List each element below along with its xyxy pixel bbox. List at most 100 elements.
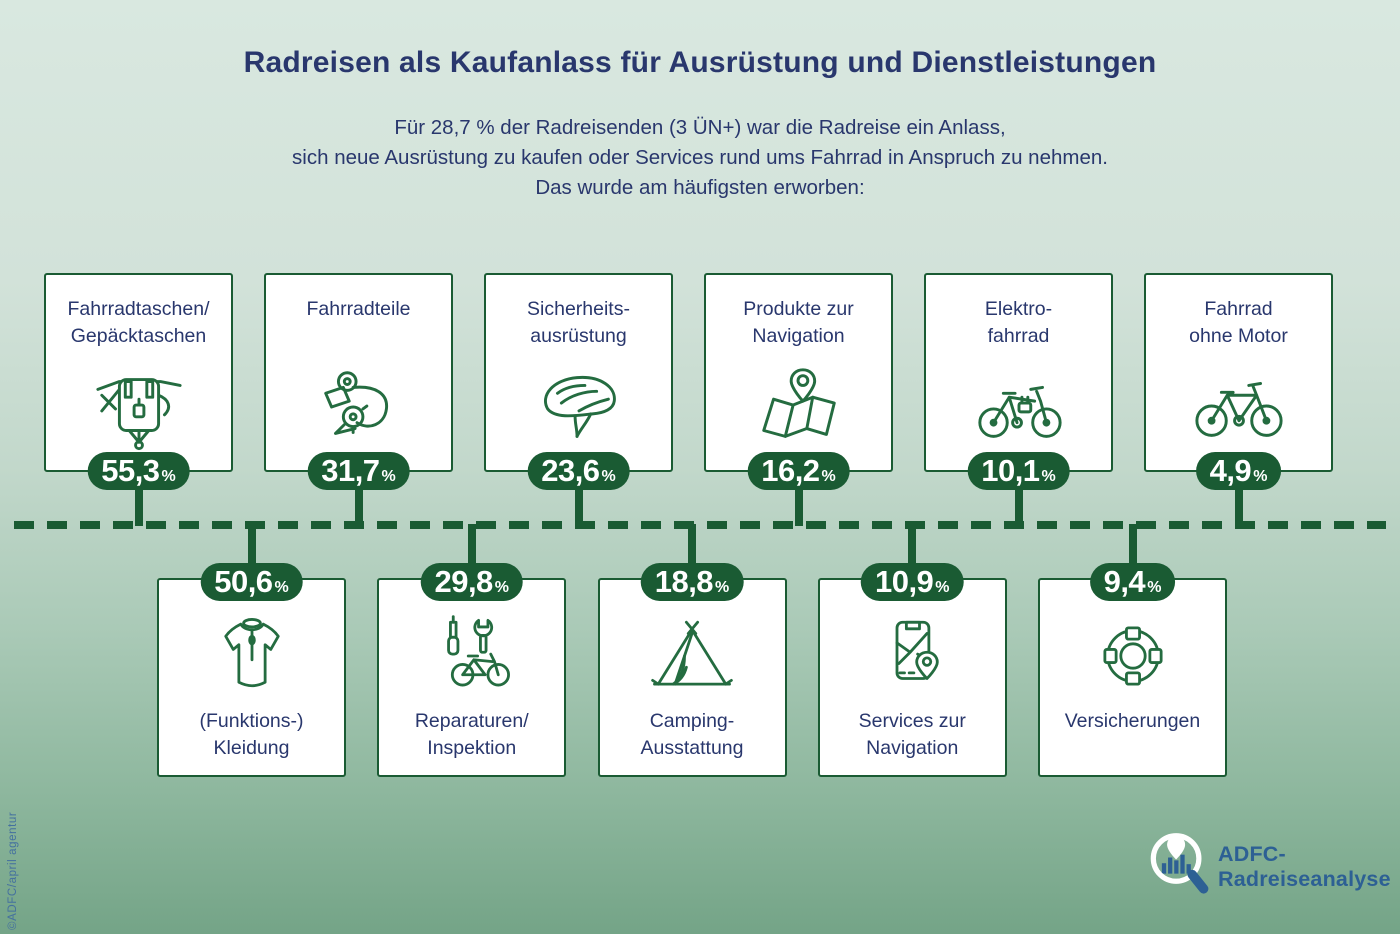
category-card-navigation-services: 10,9% Services zur Navigation	[817, 524, 1007, 777]
subtitle: Für 28,7 % der Radreisenden (3 ÜN+) war …	[0, 113, 1400, 203]
category-label-line: (Funktions-)	[199, 710, 304, 732]
adfc-radreiseanalyse-logo: ADFC-Radreiseanalyse	[1145, 830, 1400, 904]
category-label-line: Inspektion	[427, 737, 517, 759]
category-card-camping: 18,8% Camping- Ausstattung	[597, 524, 787, 777]
percentage-badge: 9,4%	[1089, 563, 1176, 601]
category-label-line: Fahrrad	[1204, 298, 1273, 320]
category-label: Produkte zur Navigation	[706, 275, 891, 350]
top-category-row: Fahrradtaschen/ Gepäcktaschen	[44, 273, 1333, 526]
category-label: Fahrradtaschen/ Gepäcktaschen	[46, 275, 231, 350]
tent-icon	[600, 602, 785, 710]
magnifier-chart-icon	[1145, 830, 1211, 904]
percentage-value: 10,1	[981, 453, 1040, 488]
subtitle-line: Das wurde am häufigsten erworben:	[535, 176, 865, 199]
category-card-fahrradteile: Fahrradteile 31,7%	[264, 273, 453, 526]
connector-line	[134, 470, 143, 526]
connector-line	[1014, 470, 1023, 526]
dashed-divider-line	[14, 521, 1386, 529]
subtitle-line: sich neue Ausrüstung zu kaufen oder Serv…	[292, 146, 1108, 169]
jersey-icon	[159, 602, 344, 710]
category-label-line: Navigation	[866, 737, 959, 759]
category-card-kleidung: 50,6% (Funktions-) Kleidung	[157, 524, 346, 777]
phone-navigation-icon	[820, 602, 1005, 710]
percentage-badge: 55,3%	[87, 452, 190, 490]
category-label: Elektro- fahrrad	[926, 275, 1111, 350]
category-card-elektrofahrrad: Elektro- fahrrad 10,1%	[924, 273, 1113, 526]
category-label-line: Kleidung	[213, 737, 290, 759]
copyright-credit: ©ADFC/april agentur	[7, 811, 19, 930]
derailleur-icon	[266, 354, 451, 460]
category-label-line: Fahrradtaschen/	[67, 298, 210, 320]
category-label-line: Camping-	[649, 710, 735, 732]
percent-sign: %	[935, 579, 950, 596]
connector-line	[247, 524, 256, 580]
percent-sign: %	[601, 468, 616, 485]
percent-sign: %	[1147, 579, 1162, 596]
percentage-value: 4,9	[1209, 453, 1252, 488]
category-label-line	[266, 323, 451, 350]
percent-sign: %	[715, 579, 730, 596]
category-label: Services zur Navigation	[820, 708, 1005, 762]
category-card-fahrrad-ohne-motor: Fahrrad ohne Motor 4,9%	[1144, 273, 1333, 526]
connector-line	[688, 524, 696, 580]
category-label-line: Fahrradteile	[306, 298, 411, 320]
category-card-reparaturen: 29,8% Reparaturen/ Inspektion	[377, 524, 567, 777]
connector-line	[467, 524, 476, 580]
category-label-line: Gepäcktaschen	[70, 325, 207, 347]
bicycle-icon	[1146, 354, 1331, 460]
ebike-icon	[926, 354, 1111, 460]
category-card-fahrradtaschen: Fahrradtaschen/ Gepäcktaschen	[44, 273, 233, 526]
percentage-value: 55,3	[101, 453, 160, 488]
category-label-line: ohne Motor	[1189, 325, 1288, 347]
percentage-badge: 31,7%	[307, 452, 410, 490]
category-label: Fahrradteile	[266, 275, 451, 350]
category-label: (Funktions-) Kleidung	[159, 708, 344, 762]
percentage-badge: 10,9%	[860, 563, 964, 601]
percentage-badge: 29,8%	[420, 563, 524, 601]
percent-sign: %	[821, 468, 836, 485]
percent-sign: %	[1253, 468, 1268, 485]
connector-line	[1128, 524, 1137, 580]
category-label: Camping- Ausstattung	[600, 708, 785, 762]
percentage-value: 10,9	[874, 564, 934, 599]
connector-line	[908, 524, 917, 580]
category-card-navigation-produkte: Produkte zur Navigation 16,2%	[704, 273, 893, 526]
category-label-line	[1040, 735, 1225, 762]
subtitle-line: Für 28,7 % der Radreisenden (3 ÜN+) war …	[394, 116, 1006, 139]
percentage-value: 31,7	[321, 453, 380, 488]
category-label-line: Versicherungen	[1064, 710, 1201, 732]
category-card-versicherungen: 9,4% Versicherungen	[1038, 524, 1227, 777]
repair-tools-icon	[379, 602, 564, 710]
percentage-badge: 18,8%	[640, 563, 744, 601]
percentage-badge: 23,6%	[527, 452, 630, 490]
percentage-value: 50,6	[214, 564, 273, 599]
category-label-line: Ausstattung	[640, 737, 744, 759]
percentage-badge: 16,2%	[747, 452, 850, 490]
page-title: Radreisen als Kaufanlass für Ausrüstung …	[243, 46, 1157, 79]
category-label-line: fahrrad	[987, 325, 1050, 347]
category-card-sicherheit: Sicherheits- ausrüstung 23,6%	[484, 273, 673, 526]
percentage-badge: 4,9%	[1195, 452, 1282, 490]
percent-sign: %	[1041, 468, 1056, 485]
category-label: Fahrrad ohne Motor	[1146, 275, 1331, 350]
percent-sign: %	[381, 468, 396, 485]
percent-sign: %	[161, 468, 176, 485]
category-label: Sicherheits- ausrüstung	[486, 275, 671, 350]
percentage-value: 9,4	[1103, 564, 1146, 599]
percentage-badge: 10,1%	[967, 452, 1070, 490]
connector-line	[794, 470, 803, 526]
map-pin-icon	[706, 354, 891, 460]
percentage-value: 29,8	[434, 564, 493, 599]
percentage-value: 23,6	[541, 453, 600, 488]
category-label: Versicherungen	[1040, 708, 1225, 762]
logo-text: ADFC-Radreiseanalyse	[1218, 842, 1391, 891]
percent-sign: %	[274, 579, 289, 596]
percentage-value: 18,8	[654, 564, 714, 599]
pannier-bag-icon	[46, 354, 231, 460]
connector-line	[1234, 470, 1243, 526]
percentage-badge: 50,6%	[200, 563, 303, 601]
category-label-line: Produkte zur	[743, 298, 854, 320]
connector-line	[574, 470, 583, 526]
category-label-line: Services zur	[858, 710, 966, 732]
